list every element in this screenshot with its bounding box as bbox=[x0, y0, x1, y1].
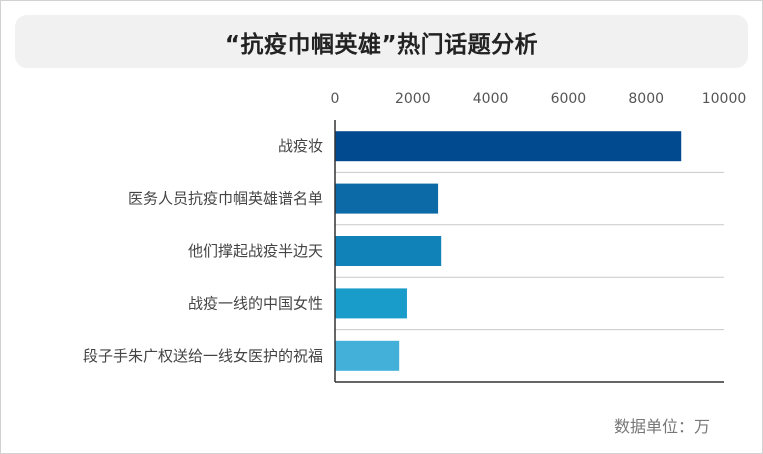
unit-note: 数据单位：万 bbox=[613, 417, 710, 436]
x-tick-label: 6000 bbox=[551, 91, 587, 107]
x-tick-label: 10000 bbox=[702, 91, 747, 107]
bar bbox=[335, 183, 439, 214]
bar bbox=[335, 288, 407, 319]
bar bbox=[335, 131, 682, 162]
x-tick-label: 8000 bbox=[628, 91, 664, 107]
category-label: 战疫一线的中国女性 bbox=[188, 294, 323, 312]
category-label: 医务人员抗疫巾帼英雄谱名单 bbox=[128, 190, 323, 208]
category-label: 他们撑起战疫半边天 bbox=[188, 242, 323, 260]
x-tick-label: 0 bbox=[331, 91, 340, 107]
bar bbox=[335, 340, 400, 371]
x-tick-label: 4000 bbox=[473, 91, 509, 107]
chart-title: “抗疫巾帼英雄”热门话题分析 bbox=[224, 31, 539, 58]
bar bbox=[335, 236, 442, 266]
x-tick-label: 2000 bbox=[395, 91, 431, 107]
category-label: 段子手朱广权送给一线女医护的祝福 bbox=[83, 347, 323, 365]
category-label: 战疫妆 bbox=[278, 137, 323, 155]
title-banner: “抗疫巾帼英雄”热门话题分析 bbox=[15, 15, 748, 68]
